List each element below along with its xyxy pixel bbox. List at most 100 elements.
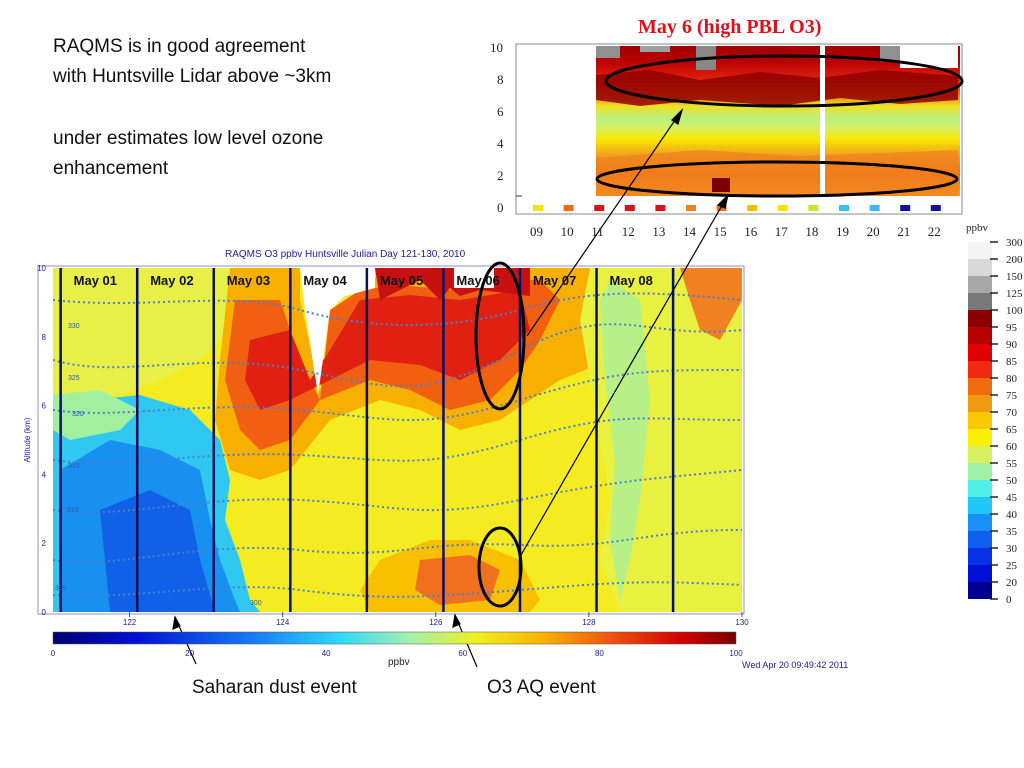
lidar-grey-patch [880,46,900,62]
lidar-x-tick: 18 [805,224,819,239]
arrow-head [172,615,181,630]
colorbar-tick: 0 [51,649,56,658]
legend-tick: 40 [1006,509,1018,521]
legend-swatch [968,259,992,276]
colorbar-tick: 60 [458,649,467,658]
colorbar-tick: 40 [322,649,331,658]
legend-swatch [968,293,992,310]
legend-tick: 30 [1006,543,1018,555]
agreement-note-line1: RAQMS is in good agreement [53,36,306,57]
legend-tick: 125 [1006,288,1023,300]
model-x-ticks: 122 124 126 128 130 [123,612,749,627]
ppbv-legend: 3002001501251009590858075706560555045403… [968,237,1023,606]
lidar-y-tick: 4 [497,136,504,151]
legend-tick: 85 [1006,356,1018,368]
model-y-tick: 0 [42,608,47,617]
legend-tick: 95 [1006,322,1018,334]
agreement-note-line2: with Huntsville Lidar above ~3km [53,66,332,87]
legend-swatch [968,463,992,480]
model-y-axis-label: Altitude (km) [23,417,32,462]
legend-tick: 150 [1006,271,1023,283]
arrow-upper-link [526,109,683,337]
model-dust-core-dark [100,490,215,612]
lidar-x-tick: 20 [866,224,880,239]
colorbar-tick: 80 [595,649,604,658]
lidar-pbl-layer [596,150,958,196]
day-label: May 07 [533,273,576,288]
arrow-head [716,193,730,209]
model-y-ticks: 0 2 4 6 8 10 [37,264,46,617]
legend-tick: 45 [1006,492,1018,504]
contour-label: 320 [72,411,84,418]
arrow-head [452,613,461,628]
legend-swatch [968,327,992,344]
contour-line [53,417,742,464]
contour-label: 300 [250,600,262,607]
lidar-y-tick: 10 [490,40,503,55]
lidar-x-tick: 13 [652,224,666,239]
lidar-pbl-highlight-ellipse [595,160,959,198]
contour-label: 310 [67,507,79,514]
model-x-tick: 126 [429,618,443,627]
lidar-x-tick: 21 [897,224,911,239]
lidar-surface-marker [716,205,727,211]
model-title: RAQMS O3 ppbv Huntsville Julian Day 121-… [225,249,466,260]
contour-label: 305 [55,585,67,592]
model-day-labels: May 01 May 02 May 03 May 04 May 05 May 06 May … [74,273,653,288]
legend-tick: 75 [1006,390,1018,402]
lidar-surface-marker [930,205,941,211]
lidar-x-tick: 10 [560,224,574,239]
lidar-y-tick: 0 [497,200,504,215]
legend-tick: 55 [1006,458,1018,470]
legend-tick: 35 [1006,526,1018,538]
lidar-x-tick: 22 [927,224,941,239]
model-panel: May 01 May 02 May 03 May 04 May 05 May 06 May … [23,261,749,627]
legend-unit: ppbv [966,222,988,234]
lidar-surface-marker [900,205,911,211]
lidar-surface-marker [655,205,666,211]
contour-line [53,369,742,421]
lidar-high-o3-band [596,70,958,106]
legend-tick: 90 [1006,339,1018,351]
day-label: May 04 [303,273,347,288]
model-contour-labels: 300 305 310 315 320 325 330 [55,323,262,607]
contour-label: 325 [68,375,80,382]
model-y-tick: 8 [42,333,47,342]
model-x-tick: 128 [582,618,596,627]
saharan-dust-label: Saharan dust event [192,677,357,698]
model-y-tick: 10 [37,264,46,273]
legend-swatch [968,565,992,582]
contour-label: 330 [68,323,80,330]
legend-tick: 60 [1006,441,1018,453]
model-low-highlight-ellipse [477,526,523,608]
colorbar-tick: 100 [729,649,743,658]
contour-line [53,469,742,514]
lidar-surface-marker [808,205,819,211]
legend-swatch [968,531,992,548]
lidar-surface-marker [533,205,543,211]
model-no-data [300,268,375,395]
lidar-surface-markers [533,205,941,211]
model-y-tick: 2 [42,539,47,548]
lidar-surface-marker [686,205,696,211]
under-estimate-note-line1: under estimates low level ozone [53,128,324,149]
lidar-y-tick: 8 [497,72,504,87]
legend-swatch [968,344,992,361]
lidar-surface-marker [594,205,605,211]
lidar-panel [515,43,964,215]
legend-tick: 200 [1006,254,1023,266]
lidar-x-tick: 16 [744,224,758,239]
under-estimate-note-line2: enhancement [53,158,169,179]
legend-swatch [968,480,992,497]
lidar-y-tick: 6 [497,104,504,119]
contour-line [53,529,742,564]
model-field-region [680,268,742,340]
lidar-x-tick: 11 [591,224,604,239]
lidar-surface-marker [869,205,880,211]
colorbar-gradient [52,631,737,645]
lidar-x-tick: 09 [530,224,543,239]
o3-aq-event-label: O3 AQ event [487,677,596,698]
legend-tick: 50 [1006,475,1018,487]
model-field-region [600,280,650,600]
legend-swatch [968,429,992,446]
